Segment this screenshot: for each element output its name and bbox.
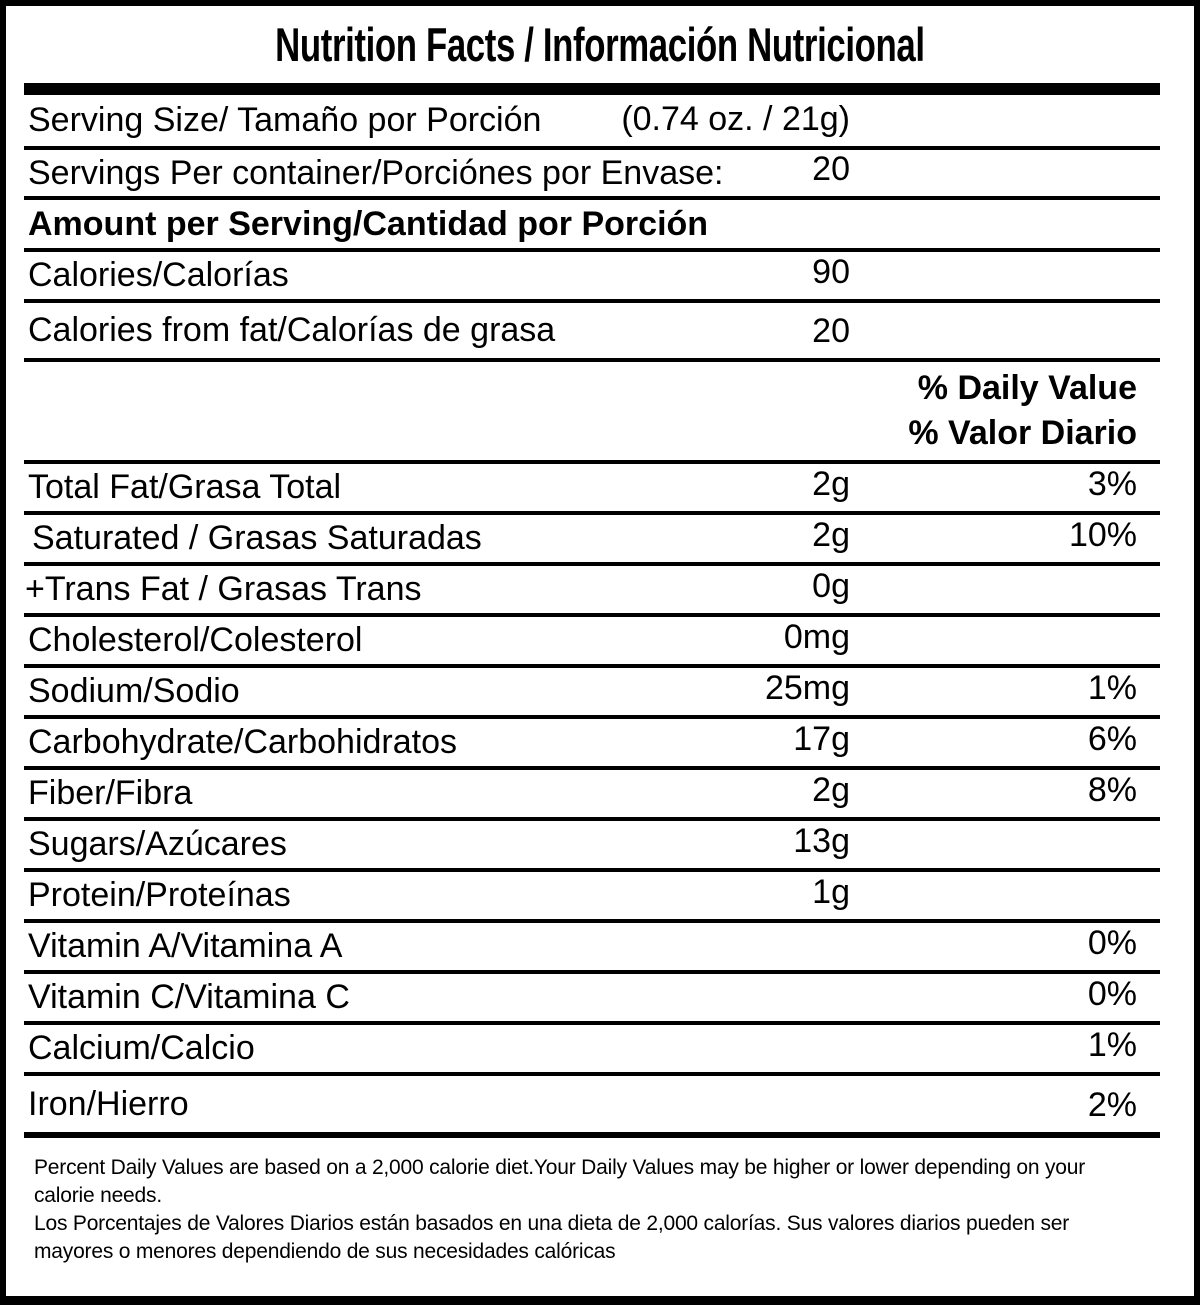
row-amount: 0mg: [783, 618, 850, 656]
row-label: Total Fat/Grasa Total: [28, 468, 342, 506]
protein-row: Protein/Proteínas 1g: [24, 872, 1160, 923]
footnote-es-line-2: mayores o menores dependiendo de sus nec…: [34, 1240, 616, 1263]
row-percent: 10%: [1068, 516, 1137, 554]
title-divider-bar: [24, 83, 1160, 95]
row-percent: 2%: [1087, 1086, 1137, 1124]
row-percent: 0%: [1087, 975, 1137, 1013]
amount-per-serving-label: Amount per Serving/Cantidad por Porción: [28, 204, 709, 243]
row-label: Cholesterol/Colesterol: [28, 621, 363, 659]
serving-size-value: (0.74 oz. / 21g): [621, 100, 850, 138]
servings-per-container-value: 20: [812, 150, 850, 188]
serving-size-label: Serving Size/ Tamaño por Porción: [28, 101, 542, 139]
row-amount: 1g: [812, 873, 850, 911]
title-area: Nutrition Facts / Información Nutriciona…: [6, 6, 1194, 83]
footnote-en-line-1: Percent Daily Values are based on a 2,00…: [34, 1156, 1085, 1179]
servings-per-container-label: Servings Per container/Porciónes por Env…: [28, 153, 724, 192]
row-label: Carbohydrate/Carbohidratos: [28, 723, 458, 761]
daily-value-header-block: % Daily Value % Valor Diario: [24, 362, 1160, 464]
row-label: Iron/Hierro: [28, 1084, 189, 1123]
footnote-en-line-2: calorie needs.: [34, 1184, 162, 1207]
row-amount: 25mg: [764, 669, 850, 707]
saturated-fat-row: Saturated / Grasas Saturadas 2g 10%: [24, 515, 1160, 566]
row-percent: 3%: [1087, 465, 1137, 503]
calories-from-fat-row: Calories from fat/Calorías de grasa 20: [24, 303, 1160, 362]
row-label: Protein/Proteínas: [28, 876, 291, 914]
row-amount: 2g: [812, 516, 850, 554]
calories-row: Calories/Calorías 90: [24, 252, 1160, 303]
vitamin-c-row: Vitamin C/Vitamina C 0%: [24, 974, 1160, 1025]
calcium-row: Calcium/Calcio 1%: [24, 1025, 1160, 1076]
row-label: Calcium/Calcio: [28, 1029, 255, 1067]
row-percent: 0%: [1087, 924, 1137, 962]
calories-value: 90: [812, 253, 850, 291]
fiber-row: Fiber/Fibra 2g 8%: [24, 770, 1160, 821]
row-label: Sodium/Sodio: [28, 672, 240, 710]
row-label: +Trans Fat / Grasas Trans: [25, 570, 422, 608]
servings-per-container-row: Servings Per container/Porciónes por Env…: [24, 150, 1160, 200]
sodium-row: Sodium/Sodio 25mg 1%: [24, 668, 1160, 719]
row-percent: 8%: [1087, 771, 1137, 809]
row-amount: 0g: [812, 567, 850, 605]
label-title: Nutrition Facts / Información Nutriciona…: [275, 18, 925, 71]
row-percent: 1%: [1087, 1026, 1137, 1064]
row-label: Vitamin A/Vitamina A: [28, 927, 343, 965]
calories-from-fat-value: 20: [812, 312, 850, 350]
sugars-row: Sugars/Azúcares 13g: [24, 821, 1160, 872]
footnote-es-line-1: Los Porcentajes de Valores Diarios están…: [34, 1212, 1070, 1235]
daily-value-header-en: % Daily Value: [917, 368, 1137, 407]
row-amount: 17g: [793, 720, 850, 758]
calories-label: Calories/Calorías: [28, 256, 289, 294]
row-amount: 2g: [812, 771, 850, 809]
footnote: Percent Daily Values are based on a 2,00…: [34, 1154, 1164, 1266]
trans-fat-row: +Trans Fat / Grasas Trans 0g: [24, 566, 1160, 617]
carbohydrate-row: Carbohydrate/Carbohidratos 17g 6%: [24, 719, 1160, 770]
row-label: Fiber/Fibra: [28, 774, 193, 812]
serving-size-row: Serving Size/ Tamaño por Porción (0.74 o…: [24, 95, 1160, 150]
row-percent: 1%: [1087, 669, 1137, 707]
amount-per-serving-header: Amount per Serving/Cantidad por Porción: [24, 200, 1160, 252]
row-label: Sugars/Azúcares: [28, 825, 287, 863]
iron-row: Iron/Hierro 2%: [24, 1076, 1160, 1138]
row-amount: 2g: [812, 465, 850, 503]
vitamin-a-row: Vitamin A/Vitamina A 0%: [24, 923, 1160, 974]
cholesterol-row: Cholesterol/Colesterol 0mg: [24, 617, 1160, 668]
row-percent: 6%: [1087, 720, 1137, 758]
row-label: Saturated / Grasas Saturadas: [32, 519, 482, 557]
calories-from-fat-label: Calories from fat/Calorías de grasa: [28, 311, 556, 349]
row-label: Vitamin C/Vitamina C: [28, 978, 350, 1016]
row-amount: 13g: [793, 822, 850, 860]
daily-value-header-es: % Valor Diario: [908, 414, 1137, 453]
total-fat-row: Total Fat/Grasa Total 2g 3%: [24, 464, 1160, 515]
